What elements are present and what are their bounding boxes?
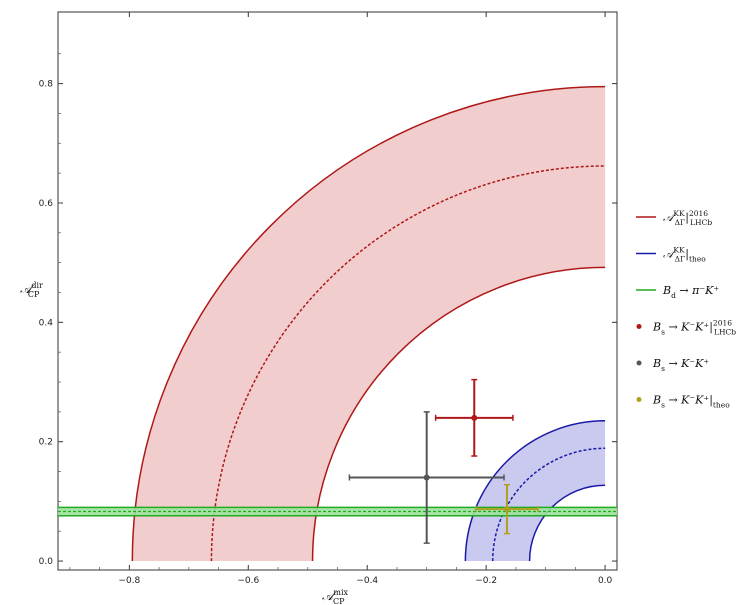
- axes: −0.8 −0.6 −0.4 −0.2 0.0 0.0 0.2 0.4 0.6 0.8 𝒜mix CP…: [20, 12, 617, 605]
- legend-entry-4: Bs → K⁻K⁺: [636, 357, 709, 373]
- band-1-fill: [465, 420, 606, 562]
- band-0-fill: [132, 86, 606, 562]
- data-point-2: [475, 483, 539, 535]
- x-tick-label-3: −0.2: [475, 576, 497, 586]
- legend-label-2: Bd → π⁻K⁺: [662, 284, 719, 300]
- legend: 𝒜KK ΔΓ|2016 LHCb 𝒜KK ΔΓ|theo Bd → π⁻K⁺ Bs → K⁻…: [636, 209, 736, 410]
- x-tick-label-2: −0.4: [356, 576, 378, 586]
- x-tick-label-0: −0.8: [118, 576, 140, 586]
- legend-swatch-4: [636, 360, 642, 366]
- plot-area: [58, 85, 617, 562]
- band-0-center-line: [210, 165, 606, 562]
- legend-entry-2: Bd → π⁻K⁺: [636, 284, 719, 300]
- legend-swatch-3: [636, 324, 642, 329]
- x-axis-label: 𝒜mix CP: [322, 588, 349, 605]
- y-axis-label: 𝒜dir CP: [20, 281, 43, 299]
- point-0-marker: [471, 414, 478, 421]
- y-tick-label-3: 0.6: [39, 199, 54, 209]
- x-tick-label-4: 0.0: [598, 576, 613, 586]
- band-0-outer-edge: [131, 85, 606, 562]
- legend-label-0: 𝒜KK ΔΓ|2016 LHCb: [663, 209, 712, 227]
- x-tick-label-1: −0.6: [237, 576, 259, 586]
- point-1-marker: [423, 474, 430, 481]
- legend-entry-1: 𝒜KK ΔΓ|theo: [636, 246, 706, 264]
- point-2-marker: [503, 506, 510, 513]
- legend-label-3: Bs → K⁻K⁺|2016 LHCb: [652, 319, 736, 337]
- y-tick-label-0: 0.0: [39, 557, 54, 567]
- band-1-outer-edge: [464, 420, 606, 562]
- band-2-fill: [58, 507, 617, 516]
- y-tick-label-1: 0.2: [39, 438, 53, 448]
- data-point-1: [348, 411, 505, 544]
- legend-entry-3: Bs → K⁻K⁺|2016 LHCb: [636, 319, 736, 337]
- band-1-center-line: [491, 447, 606, 562]
- legend-label-1: 𝒜KK ΔΓ|theo: [663, 246, 706, 264]
- legend-label-5: Bs → K⁻K⁺|theo: [652, 394, 730, 410]
- legend-entry-0: 𝒜KK ΔΓ|2016 LHCb: [636, 209, 712, 227]
- legend-swatch-5: [636, 397, 642, 402]
- y-tick-label-4: 0.8: [39, 80, 54, 90]
- legend-label-4: Bs → K⁻K⁺: [652, 357, 709, 373]
- legend-entry-5: Bs → K⁻K⁺|theo: [636, 394, 730, 410]
- data-point-0: [434, 378, 514, 457]
- band-0-inner-edge: [311, 266, 606, 562]
- y-tick-label-2: 0.4: [39, 318, 54, 328]
